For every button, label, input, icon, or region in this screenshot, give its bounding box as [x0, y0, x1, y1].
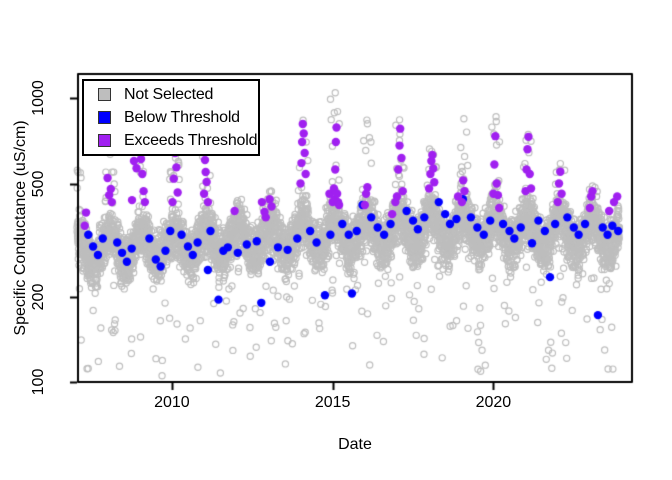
legend-label-exceeds-threshold: Exceeds Threshold: [124, 131, 258, 149]
x-tick-label-2010: 2010: [154, 394, 190, 411]
y-axis-title: Specific Conductance (uS/cm): [12, 120, 29, 336]
legend-label-below-threshold: Below Threshold: [124, 108, 240, 126]
x-tick-label-2020: 2020: [475, 394, 512, 411]
y-tick-label-100: 100: [30, 368, 47, 396]
y-tick-label-500: 500: [30, 170, 47, 197]
legend-row-below-threshold: Below Threshold: [98, 108, 258, 128]
x-tick-label-2015: 2015: [314, 394, 351, 411]
y-tick-label-1000: 1000: [30, 80, 47, 116]
legend-label-not-selected: Not Selected: [124, 85, 214, 103]
x-axis-title: Date: [338, 436, 372, 453]
legend-box: Not Selected Below Threshold Exceeds Thr…: [82, 79, 260, 156]
not-selected-swatch-icon: [98, 88, 111, 101]
exceeds-threshold-swatch-icon: [98, 134, 111, 147]
legend-row-not-selected: Not Selected: [98, 85, 258, 105]
below-threshold-swatch-icon: [98, 111, 111, 124]
legend-row-exceeds-threshold: Exceeds Threshold: [98, 131, 258, 151]
y-tick-label-200: 200: [30, 283, 47, 310]
